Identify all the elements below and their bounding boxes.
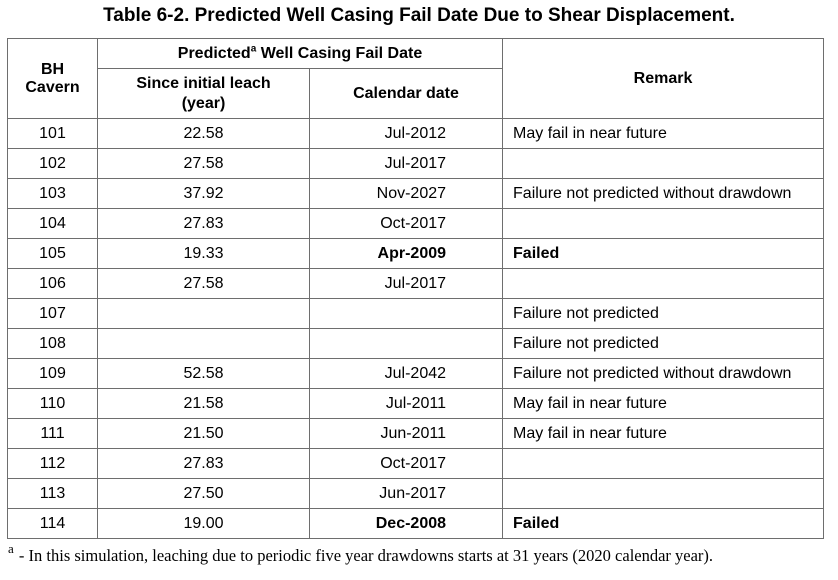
cell-since-initial-leach: 27.58 <box>97 148 310 179</box>
cell-calendar-date: Jul-2017 <box>308 268 504 299</box>
header-remark: Remark <box>502 38 825 119</box>
cell-remark <box>502 208 825 239</box>
cell-calendar-date: Jun-2017 <box>308 478 504 509</box>
casing-fail-table: BH Cavern Predicteda Well Casing Fail Da… <box>7 38 825 539</box>
cell-calendar-date: Jul-2017 <box>308 148 504 179</box>
table-row: 106 27.58 Jul-2017 <box>7 268 825 299</box>
cell-bh-cavern: 108 <box>7 328 98 359</box>
header-bh-line2: Cavern <box>25 78 80 96</box>
cell-since-initial-leach: 37.92 <box>97 178 310 209</box>
footnote: a - In this simulation, leaching due to … <box>8 541 834 568</box>
cell-since-initial-leach: 21.50 <box>97 418 310 449</box>
cell-remark: Failed <box>502 238 825 269</box>
header-bh-cavern: BH Cavern <box>7 38 98 119</box>
table-row: 108 Failure not predicted <box>7 328 825 359</box>
header-predicted-fail-date: Predicteda Well Casing Fail Date <box>96 38 504 69</box>
table-row: 113 27.50 Jun-2017 <box>7 478 825 509</box>
cell-remark <box>502 148 825 179</box>
cell-remark <box>502 448 825 479</box>
cell-calendar-date: Oct-2017 <box>308 208 504 239</box>
cell-since-initial-leach: 27.83 <box>97 448 310 479</box>
cell-since-initial-leach: 19.00 <box>97 508 310 539</box>
table-row: 105 19.33 Apr-2009 Failed <box>7 238 825 269</box>
cell-since-initial-leach: 21.58 <box>97 388 310 419</box>
cell-since-initial-leach: 27.83 <box>97 208 310 239</box>
cell-bh-cavern: 109 <box>7 358 98 389</box>
table-row: 107 Failure not predicted <box>7 298 825 329</box>
table-body: 101 22.58 Jul-2012 May fail in near future 1… <box>7 118 825 539</box>
cell-remark: May fail in near future <box>502 388 825 419</box>
cell-bh-cavern: 101 <box>7 118 98 149</box>
table-row: 101 22.58 Jul-2012 May fail in near future <box>7 118 825 149</box>
cell-bh-cavern: 110 <box>7 388 98 419</box>
header-calendar-date: Calendar date <box>308 68 504 119</box>
cell-calendar-date: Apr-2009 <box>308 238 504 269</box>
cell-remark <box>502 268 825 299</box>
table-row: 102 27.58 Jul-2017 <box>7 148 825 179</box>
cell-calendar-date: Oct-2017 <box>308 448 504 479</box>
header-since-line1: Since initial leach <box>136 74 271 92</box>
table-title: Table 6-2. Predicted Well Casing Fail Da… <box>103 5 735 26</box>
table-row: 112 27.83 Oct-2017 <box>7 448 825 479</box>
cell-calendar-date <box>308 328 504 359</box>
cell-calendar-date <box>308 298 504 329</box>
cell-remark: Failure not predicted without drawdown <box>502 358 825 389</box>
cell-calendar-date: Dec-2008 <box>308 508 504 539</box>
cell-bh-cavern: 111 <box>7 418 98 449</box>
cell-since-initial-leach: 27.50 <box>97 478 310 509</box>
cell-since-initial-leach: 52.58 <box>97 358 310 389</box>
cell-remark: May fail in near future <box>502 418 825 449</box>
cell-bh-cavern: 112 <box>7 448 98 479</box>
cell-remark: Failure not predicted <box>502 328 825 359</box>
table-row: 114 19.00 Dec-2008 Failed <box>7 508 825 539</box>
header-since-line2: (year) <box>181 94 226 112</box>
cell-remark: Failure not predicted <box>502 298 825 329</box>
cell-calendar-date: Jul-2012 <box>308 118 504 149</box>
cell-since-initial-leach: 27.58 <box>97 268 310 299</box>
cell-bh-cavern: 102 <box>7 148 98 179</box>
cell-since-initial-leach <box>97 298 310 329</box>
cell-bh-cavern: 104 <box>7 208 98 239</box>
cell-bh-cavern: 106 <box>7 268 98 299</box>
header-footnote-marker: a <box>250 43 257 55</box>
cell-calendar-date: Jul-2042 <box>308 358 504 389</box>
table-row: 109 52.58 Jul-2042 Failure not predicted wi… <box>7 358 825 389</box>
header-row-bottom: Since initial leach (year) Calendar date <box>8 68 824 119</box>
cell-remark: Failed <box>502 508 825 539</box>
cell-remark <box>502 478 825 509</box>
footnote-text: - In this simulation, leaching due to pe… <box>14 546 714 565</box>
cell-since-initial-leach <box>97 328 310 359</box>
header-row-top: BH Cavern Predicteda Well Casing Fail Da… <box>7 38 825 119</box>
cell-bh-cavern: 103 <box>7 178 98 209</box>
cell-remark: Failure not predicted without drawdown <box>502 178 825 209</box>
cell-calendar-date: Jul-2011 <box>308 388 504 419</box>
header-since-initial-leach: Since initial leach (year) <box>97 68 310 119</box>
cell-bh-cavern: 113 <box>7 478 98 509</box>
cell-calendar-date: Jun-2011 <box>308 418 504 449</box>
table-row: 110 21.58 Jul-2011 May fail in near future <box>7 388 825 419</box>
cell-bh-cavern: 107 <box>7 298 98 329</box>
cell-bh-cavern: 105 <box>7 238 98 269</box>
header-bh-line1: BH <box>40 60 65 78</box>
cell-calendar-date: Nov-2027 <box>308 178 504 209</box>
table-row: 111 21.50 Jun-2011 May fail in near future <box>7 418 825 449</box>
cell-remark: May fail in near future <box>502 118 825 149</box>
footnote-mark: a <box>8 541 14 556</box>
header-predicted-suffix: Well Casing Fail Date <box>256 44 423 62</box>
cell-bh-cavern: 114 <box>7 508 98 539</box>
header-predicted-prefix: Predicted <box>177 44 251 62</box>
cell-since-initial-leach: 22.58 <box>97 118 310 149</box>
cell-since-initial-leach: 19.33 <box>97 238 310 269</box>
table-row: 103 37.92 Nov-2027 Failure not predicted wi… <box>7 178 825 209</box>
table-row: 104 27.83 Oct-2017 <box>7 208 825 239</box>
